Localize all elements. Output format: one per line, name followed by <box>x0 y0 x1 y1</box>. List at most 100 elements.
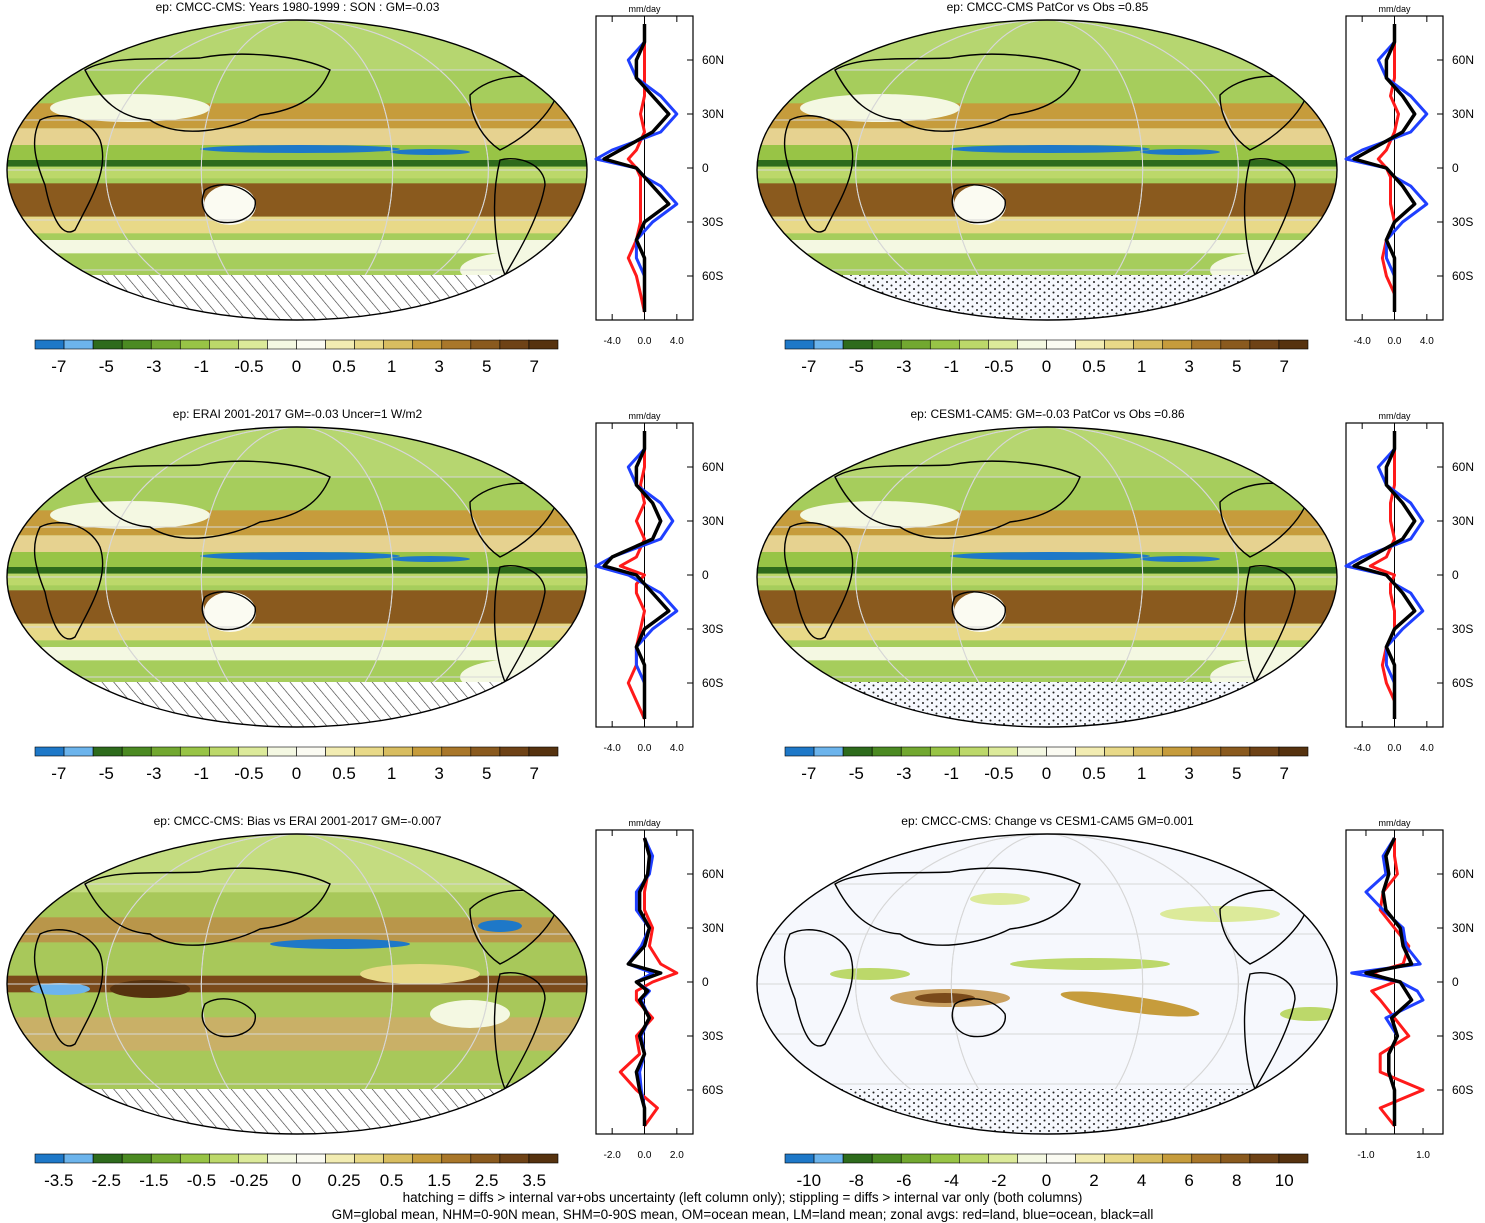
zonal-unit-label: mm/day <box>628 411 661 421</box>
colorbar-swatch <box>34 339 65 350</box>
significance-mask <box>7 682 587 727</box>
coastline <box>33 522 104 640</box>
colorbar-swatch <box>929 746 960 757</box>
chart-panel-2: ep: CMCC-CMS PatCor vs Obs =0.85 -7 -5 -3 -1… <box>750 0 1485 405</box>
coastline <box>84 53 331 132</box>
zonal-lat-label: 60N <box>702 53 724 67</box>
map-gridline <box>105 427 489 727</box>
significance-mask <box>757 682 1337 727</box>
zonal-line-all <box>626 837 663 1126</box>
colorbar-swatch <box>1162 1153 1193 1164</box>
coastline <box>783 115 854 233</box>
map-title: ep: CESM1-CAM5: GM=-0.03 PatCor vs Obs =… <box>910 407 1185 421</box>
colorbar-swatch <box>92 1153 123 1164</box>
colorbar-swatch <box>784 1153 815 1164</box>
colorbar-tick-label: 0 <box>1042 1171 1051 1190</box>
colorbar-swatch <box>900 746 931 757</box>
colorbar-tick-label: 8 <box>1232 1171 1241 1190</box>
colorbar-swatch <box>121 746 152 757</box>
precip-band <box>757 427 1337 477</box>
chart-svg: -7 -5 -3 -1 -0.5 0 0.5 1 3 5 7 mm/day -4.0 0.0 4.0 60N 3… <box>756 4 1474 376</box>
colorbar-swatch <box>150 746 181 757</box>
dry-region-australia <box>954 185 1006 225</box>
precip-band <box>7 20 587 70</box>
zonal-lat-label: 30N <box>702 514 724 528</box>
colorbar-swatch <box>412 746 443 757</box>
colorbar-swatch <box>528 1153 559 1164</box>
zonal-unit-label: mm/day <box>628 818 661 828</box>
coastline <box>834 53 1081 132</box>
zonal-line-land <box>1368 431 1396 719</box>
precip-band <box>7 590 587 624</box>
colorbar-tick-label: -8 <box>849 1171 864 1190</box>
colorbar-tick-label: 0 <box>1042 357 1051 376</box>
colorbar-swatch <box>1046 339 1076 350</box>
colorbar-swatch <box>267 746 297 757</box>
colorbar-swatch <box>383 1153 414 1164</box>
colorbar-swatch <box>179 746 210 757</box>
zonal-line-all <box>602 431 671 719</box>
precip-band <box>757 623 1337 641</box>
colorbar-swatch <box>1017 1153 1047 1164</box>
map-title: ep: CMCC-CMS: Years 1980-1999 : SON : GM… <box>155 0 440 14</box>
colorbar-tick-label: 2.5 <box>475 1171 499 1190</box>
zonal-lat-label: 60S <box>702 676 723 690</box>
significance-mask <box>7 275 587 320</box>
colorbar-swatch <box>267 339 297 350</box>
colorbar-swatch <box>1191 339 1222 350</box>
colorbar-swatch <box>238 339 268 350</box>
map-title: ep: CMCC-CMS: Bias vs ERAI 2001-2017 GM=… <box>153 814 442 828</box>
zonal-lat-label: 60N <box>1452 53 1474 67</box>
coastline <box>951 184 1006 224</box>
colorbar-swatch <box>1133 1153 1164 1164</box>
colorbar-swatch <box>354 746 384 757</box>
change-anomaly <box>1060 991 1200 1017</box>
colorbar-swatch <box>470 1153 501 1164</box>
zonal-lat-label: 60S <box>1452 269 1473 283</box>
colorbar-swatch <box>1104 1153 1134 1164</box>
bias-anomaly <box>430 1000 510 1028</box>
colorbar-tick-label: -0.5 <box>187 1171 216 1190</box>
colorbar-swatch <box>296 1153 326 1164</box>
map-outline <box>756 426 1338 728</box>
colorbar-tick-label: 7 <box>1279 764 1288 783</box>
zonal-lat-label: 60N <box>1452 460 1474 474</box>
change-anomaly <box>1010 958 1170 970</box>
coastline <box>493 972 546 1091</box>
colorbar-tick-label: 0 <box>292 357 301 376</box>
colorbar-swatch <box>63 339 94 350</box>
dry-region <box>800 501 960 529</box>
colorbar-swatch <box>1075 1153 1105 1164</box>
zonal-x-tick-label: 0.0 <box>638 1150 652 1161</box>
coastline <box>951 591 1006 631</box>
itcz-core <box>1140 149 1220 155</box>
zonal-unit-label: mm/day <box>1378 818 1411 828</box>
dry-region-australia <box>204 185 256 225</box>
bias-anomaly <box>30 983 90 995</box>
zonal-unit-label: mm/day <box>628 4 661 14</box>
colorbar-swatch <box>900 1153 931 1164</box>
bias-anomaly <box>110 980 190 998</box>
colorbar-tick-label: -1 <box>944 357 959 376</box>
precip-band <box>757 567 1337 574</box>
colorbar-swatch <box>121 339 152 350</box>
colorbar-swatch <box>63 746 94 757</box>
colorbar-swatch <box>150 339 181 350</box>
colorbar-swatch <box>179 1153 210 1164</box>
colorbar-swatch <box>1278 746 1309 757</box>
significance-mask <box>757 1089 1337 1134</box>
zonal-lat-label: 60S <box>1452 1083 1473 1097</box>
zonal-x-tick-label: 0.0 <box>1388 743 1402 754</box>
precip-band <box>757 240 1337 254</box>
coastline <box>493 158 546 277</box>
colorbar-tick-label: -4 <box>944 1171 959 1190</box>
coastline <box>469 889 561 965</box>
colorbar-tick-label: 1 <box>387 764 396 783</box>
bias-anomaly <box>478 920 522 932</box>
zonal-lat-label: 30S <box>702 622 723 636</box>
precip-band <box>757 647 1337 661</box>
colorbar-swatch <box>470 746 501 757</box>
zonal-line-all <box>1352 431 1417 719</box>
precip-band <box>757 590 1337 624</box>
colorbar-tick-label: -5 <box>99 764 114 783</box>
